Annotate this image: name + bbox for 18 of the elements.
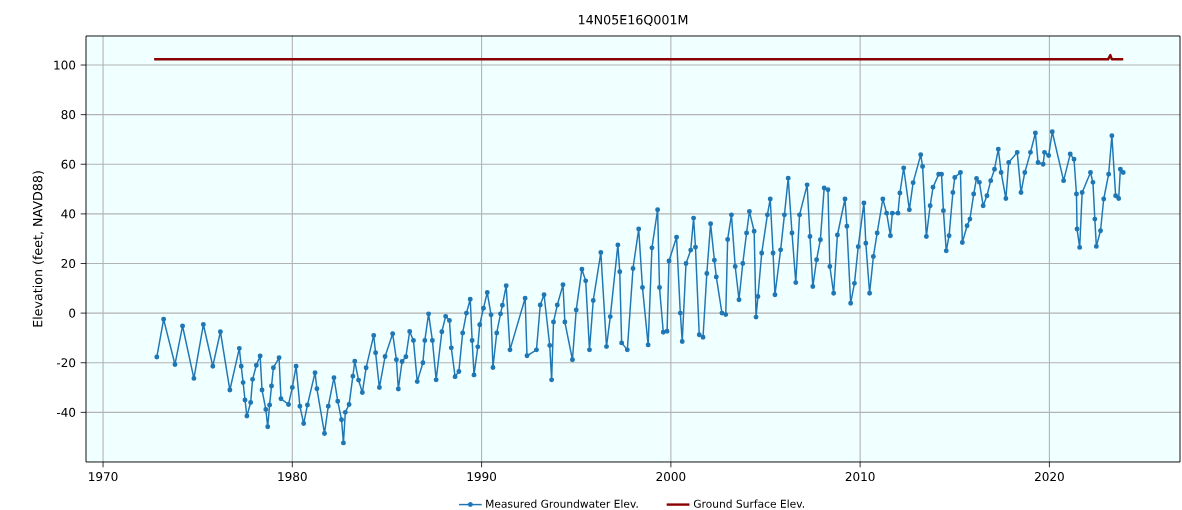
x-tick-label: 2010 (845, 472, 875, 482)
y-tick-label: -40 (56, 407, 76, 417)
y-tick-label: 60 (61, 159, 76, 169)
y-tick-label: 20 (61, 258, 76, 269)
x-tick-label: 2000 (656, 472, 686, 482)
x-tick-label: 1970 (89, 472, 118, 482)
y-tick-label: 0 (69, 308, 76, 318)
x-tick-label: 1980 (278, 472, 307, 482)
y-axis-title: Elevation (feet, NAVD88) (32, 171, 44, 327)
legend-label: Ground Surface Elev. (693, 499, 804, 508)
y-tick-label: 100 (54, 60, 76, 70)
legend-label: Measured Groundwater Elev. (486, 499, 638, 508)
x-tick-label: 2020 (1035, 472, 1064, 482)
x-tick-label: 1990 (467, 472, 497, 482)
y-tick-label: 40 (61, 209, 76, 219)
y-tick-label: 80 (61, 110, 76, 120)
y-tick-label: -20 (56, 358, 76, 368)
chart-title: 14N05E16Q001M (578, 14, 688, 26)
